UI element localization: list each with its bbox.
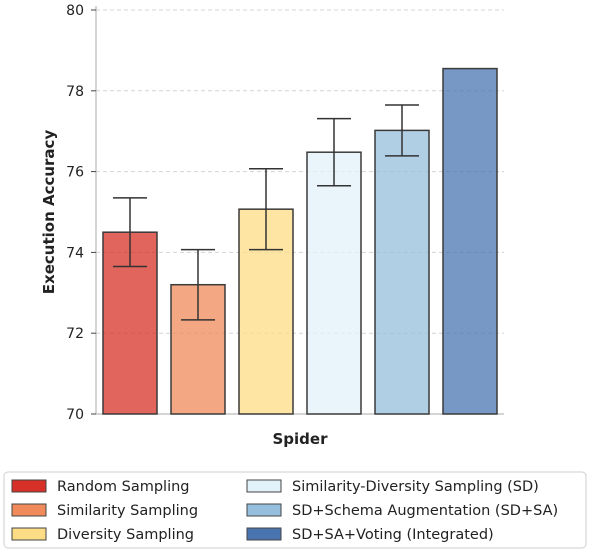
legend-box xyxy=(3,471,587,549)
y-tick-label: 72 xyxy=(66,326,84,342)
legend-label-4: SD+Schema Augmentation (SD+SA) xyxy=(292,503,558,519)
legend-label-3: Similarity-Diversity Sampling (SD) xyxy=(292,479,539,495)
legend-swatch-4 xyxy=(246,503,282,517)
bars xyxy=(102,67,498,415)
legend-label-2: Diversity Sampling xyxy=(57,527,194,543)
bar-3 xyxy=(306,151,362,415)
error-bars xyxy=(113,104,419,321)
axes xyxy=(95,6,504,415)
legend-swatch-3 xyxy=(246,479,282,493)
legend-swatch-1 xyxy=(11,503,47,517)
legend-swatch-2 xyxy=(11,527,47,541)
legend-swatch-0 xyxy=(11,479,47,493)
y-tick-label: 78 xyxy=(66,84,84,100)
gridlines xyxy=(96,9,504,334)
bar-4 xyxy=(374,129,430,415)
y-tick-label: 76 xyxy=(66,165,84,181)
bar-5 xyxy=(442,67,498,415)
y-tick-label: 74 xyxy=(66,245,84,261)
legend: Random Sampling Similarity Sampling Divers… xyxy=(3,471,587,549)
legend-label-5: SD+SA+Voting (Integrated) xyxy=(292,527,494,543)
x-axis-label: Spider xyxy=(273,430,329,448)
legend-swatch-5 xyxy=(246,527,282,541)
legend-label-1: Similarity Sampling xyxy=(57,503,198,519)
legend-label-0: Random Sampling xyxy=(57,479,190,495)
y-tick-label: 80 xyxy=(66,3,84,19)
y-axis-label: Execution Accuracy xyxy=(40,130,58,295)
y-tick-label: 70 xyxy=(66,407,84,423)
y-axis-ticks: 70 72 74 76 78 80 xyxy=(66,3,96,423)
